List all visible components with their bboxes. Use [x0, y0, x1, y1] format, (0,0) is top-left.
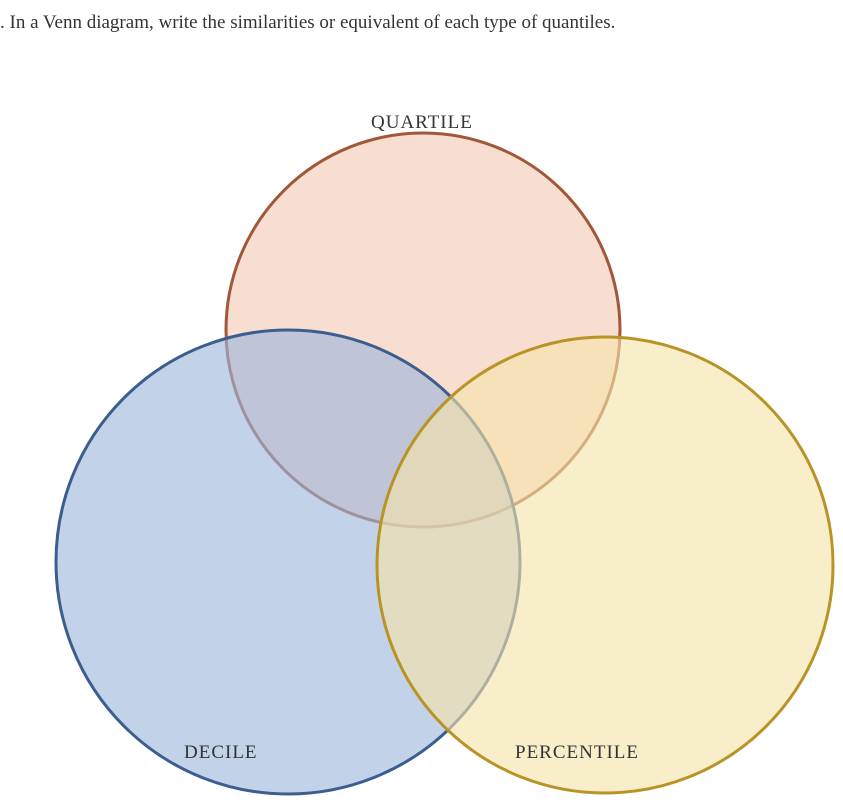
label-decile: DECILE: [184, 742, 258, 764]
venn-circle-percentile: [377, 337, 833, 793]
label-percentile: PERCENTILE: [515, 742, 639, 764]
label-quartile: QUARTILE: [371, 112, 473, 134]
